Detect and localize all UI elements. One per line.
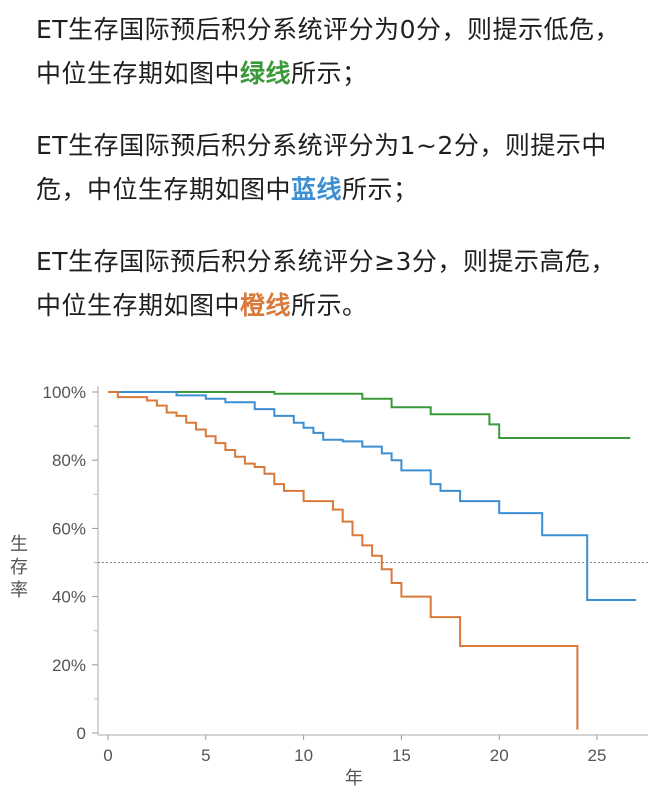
y-axis-label: 生 xyxy=(10,534,28,554)
paragraph-low-risk: ET生存国际预后积分系统评分为0分，则提示低危，中位生存期如图中绿线所示； xyxy=(36,8,636,96)
paragraph-text: ET生存国际预后积分系统评分≥3分，则提示高危，中位生存期如图中 xyxy=(36,247,616,320)
highlight-orange-line: 橙线 xyxy=(240,291,292,320)
orange-survival-line xyxy=(108,391,579,730)
y-axis-label: 存 xyxy=(10,557,28,577)
green-survival-line xyxy=(108,391,631,439)
paragraph-text: ET生存国际预后积分系统评分为0分，则提示低危，中位生存期如图中 xyxy=(36,15,620,88)
x-tick-label: 5 xyxy=(201,746,210,765)
y-axis-label: 率 xyxy=(10,580,28,600)
y-tick-label: 0 xyxy=(77,724,86,743)
paragraph-mid-risk: ET生存国际预后积分系统评分为1~2分，则提示中危，中位生存期如图中蓝线所示； xyxy=(36,124,636,212)
y-tick-label: 20% xyxy=(52,656,86,675)
y-tick-label: 40% xyxy=(52,588,86,607)
paragraph-text: ET生存国际预后积分系统评分为1~2分，则提示中危，中位生存期如图中 xyxy=(36,131,607,204)
paragraph-text: 所示； xyxy=(342,175,419,204)
y-tick-label: 60% xyxy=(52,519,86,538)
y-tick-label: 100% xyxy=(43,383,86,402)
x-tick-label: 20 xyxy=(490,746,509,765)
paragraph-high-risk: ET生存国际预后积分系统评分≥3分，则提示高危，中位生存期如图中橙线所示。 xyxy=(36,240,636,328)
x-axis-label: 年 xyxy=(345,768,363,788)
x-tick-label: 25 xyxy=(588,746,607,765)
x-tick-label: 0 xyxy=(103,746,112,765)
highlight-blue-line: 蓝线 xyxy=(291,175,343,204)
highlight-green-line: 绿线 xyxy=(240,59,292,88)
x-tick-label: 10 xyxy=(294,746,313,765)
x-tick-label: 15 xyxy=(392,746,411,765)
paragraph-text: 所示； xyxy=(291,59,368,88)
paragraph-text: 所示。 xyxy=(291,291,368,320)
blue-survival-line xyxy=(108,391,637,601)
y-tick-label: 80% xyxy=(52,451,86,470)
survival-chart: 0 20% 40% 60% 80% 100% 0 5 10 15 20 25 年 生存率 xyxy=(10,383,648,788)
